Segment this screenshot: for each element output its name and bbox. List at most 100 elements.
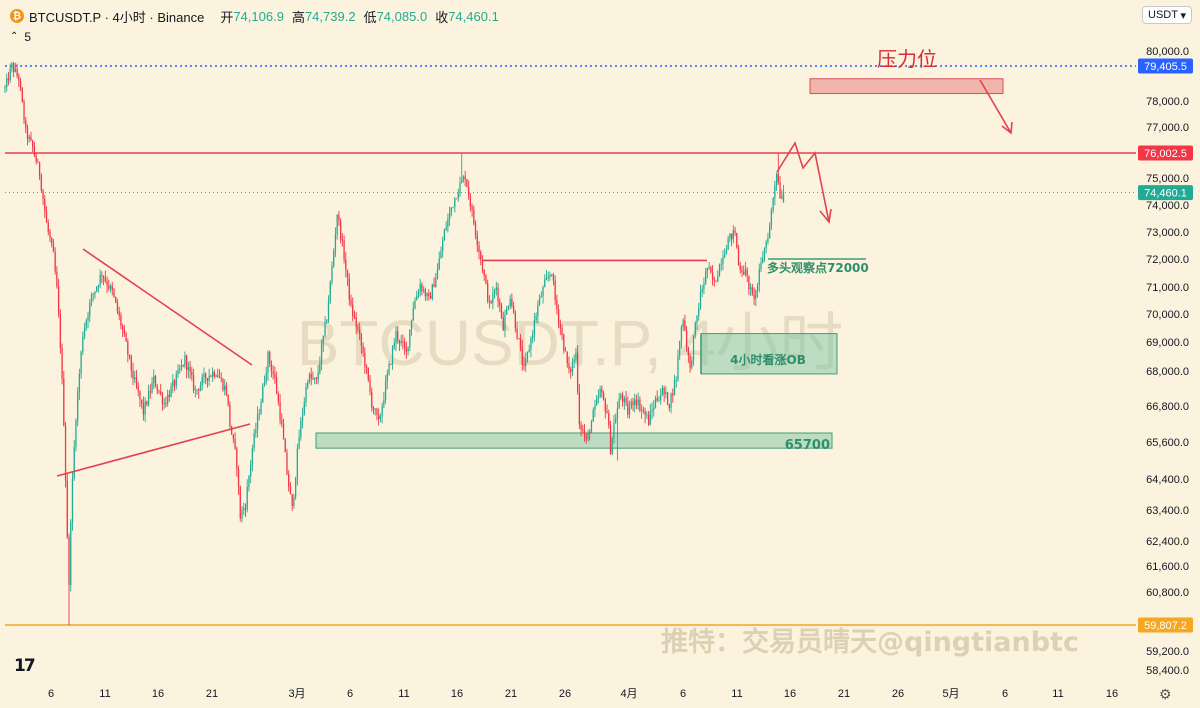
price-tag-label: 76,002.5	[1144, 148, 1187, 160]
candle-body	[350, 299, 352, 305]
candle	[215, 374, 217, 378]
x-tick-label: 16	[152, 688, 164, 700]
candle	[116, 298, 119, 315]
candle	[767, 232, 769, 245]
candle-body	[355, 317, 357, 327]
candle	[334, 227, 337, 257]
bull-watch-label: 多头观察点72000	[767, 260, 869, 275]
candle-body	[222, 378, 224, 391]
candle-body	[724, 254, 726, 258]
candle	[371, 387, 373, 412]
candle-body	[267, 352, 269, 373]
candle	[61, 343, 63, 385]
candle	[604, 397, 606, 419]
candle-body	[343, 240, 345, 260]
candle	[705, 267, 707, 286]
candle	[718, 263, 721, 277]
candle	[213, 369, 215, 379]
candle-body	[547, 276, 549, 278]
candle	[782, 185, 785, 203]
candle	[743, 265, 745, 276]
candle	[230, 425, 233, 435]
candle-body	[386, 373, 388, 382]
candle	[751, 283, 754, 296]
candle-body	[123, 329, 126, 334]
candle-body	[666, 392, 669, 405]
candle-body	[538, 297, 541, 305]
candle	[170, 382, 172, 398]
gear-icon[interactable]: ⚙	[1159, 686, 1172, 702]
candle-body	[630, 401, 632, 408]
candle-body	[689, 355, 691, 368]
candle	[184, 351, 186, 369]
candle-body	[732, 230, 734, 240]
candle	[374, 408, 376, 416]
candle	[9, 63, 11, 83]
candle-body	[324, 322, 326, 336]
candle	[490, 299, 492, 305]
y-tick-label: 68,000.0	[1146, 366, 1189, 378]
candle	[179, 364, 181, 374]
price-tag: 59,807.2	[1138, 617, 1193, 633]
price-tag: 76,002.5	[1138, 145, 1193, 161]
candle-body	[246, 486, 248, 510]
low-label: 低	[363, 9, 377, 25]
candle	[327, 295, 330, 324]
candle	[535, 312, 537, 324]
candle-body	[715, 280, 717, 282]
candle-body	[312, 378, 314, 380]
candle	[416, 290, 418, 301]
candle-body	[682, 320, 684, 327]
candle-body	[32, 140, 34, 147]
symbol-label[interactable]: BTCUSDT.P · 4小时 · Binance	[29, 9, 205, 25]
indicator-count: 5	[24, 29, 32, 44]
candle	[187, 361, 190, 379]
candle	[289, 482, 292, 495]
y-tick-label: 63,400.0	[1146, 505, 1189, 517]
candle	[487, 279, 489, 304]
candle	[419, 278, 421, 297]
candle-body	[56, 271, 58, 287]
candle-body	[705, 271, 707, 284]
candle-body	[585, 436, 587, 439]
candle	[602, 390, 605, 401]
candle-body	[604, 399, 606, 412]
candle	[630, 398, 632, 410]
candle-body	[384, 381, 387, 400]
candle	[229, 401, 231, 430]
indicator-toggle[interactable]: ⌃ 5	[10, 29, 31, 44]
candle-body	[21, 88, 23, 102]
currency-select[interactable]: USDT ▾	[1142, 6, 1192, 24]
candle-body	[381, 406, 383, 417]
candle-body	[128, 354, 131, 357]
candle-body	[407, 346, 409, 352]
candle-body	[232, 434, 235, 439]
x-tick-label: 4月	[620, 688, 637, 700]
x-tick-label: 6	[680, 688, 686, 700]
candle	[499, 298, 501, 313]
candle-body	[275, 377, 278, 394]
price-tag-label: 59,807.2	[1144, 620, 1187, 632]
candle-body	[782, 192, 785, 203]
candle-body	[365, 366, 368, 368]
candle	[80, 350, 82, 379]
candle	[153, 369, 155, 390]
candle-body	[625, 398, 627, 403]
candle-body	[177, 369, 179, 375]
candle	[538, 294, 541, 307]
candle	[151, 377, 153, 395]
candle	[779, 176, 781, 199]
candle	[711, 265, 714, 286]
tradingview-logo[interactable]: 17	[14, 656, 36, 676]
candle	[317, 365, 319, 385]
candle	[125, 331, 127, 342]
candle-body	[749, 287, 752, 290]
candle-body	[372, 407, 375, 410]
candle-body	[580, 424, 582, 430]
x-tick-label: 26	[559, 688, 571, 700]
candle-body	[601, 389, 603, 393]
candle	[146, 400, 148, 407]
price-tag-bg	[1138, 185, 1193, 201]
candle	[606, 404, 608, 414]
